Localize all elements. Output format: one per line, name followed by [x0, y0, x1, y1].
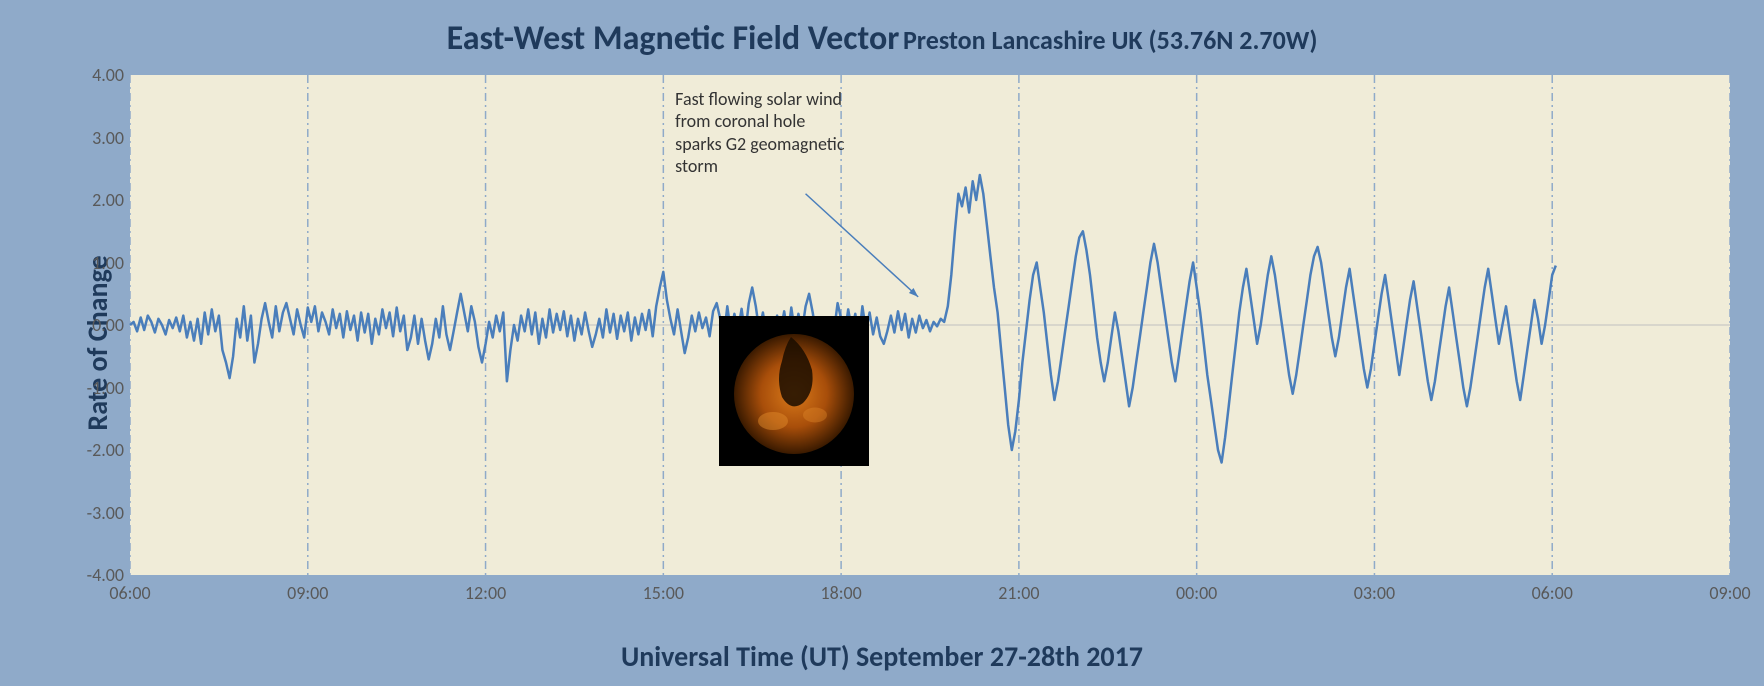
y-tick: 0.00	[64, 314, 124, 336]
y-tick: 1.00	[64, 252, 124, 274]
annotation-text: Fast flowing solar windfrom coronal hole…	[675, 88, 844, 178]
plot-svg	[130, 75, 1730, 575]
x-tick: 21:00	[998, 582, 1039, 604]
plot-area: Fast flowing solar windfrom coronal hole…	[130, 75, 1730, 575]
y-axis-label: Rate of Change	[80, 255, 115, 430]
x-tick: 00:00	[1176, 582, 1217, 604]
annotation-arrow-group	[806, 194, 919, 297]
x-tick: 18:00	[820, 582, 861, 604]
x-axis-label: Universal Time (UT) September 27-28th 20…	[0, 639, 1764, 674]
x-tick: 03:00	[1354, 582, 1395, 604]
x-tick: 15:00	[643, 582, 684, 604]
y-tick: -1.00	[64, 377, 124, 399]
x-tick: 09:00	[287, 582, 328, 604]
coronal-hole-sun-image	[719, 316, 869, 466]
x-tick: 09:00	[1709, 582, 1750, 604]
y-tick: 2.00	[64, 189, 124, 211]
title-sub: Preston Lancashire UK (53.76N 2.70W)	[903, 24, 1317, 56]
y-tick: -2.00	[64, 439, 124, 461]
y-tick: -3.00	[64, 502, 124, 524]
chart-title: East-West Magnetic Field Vector Preston …	[0, 18, 1764, 59]
x-tick: 12:00	[465, 582, 506, 604]
title-main: East-West Magnetic Field Vector	[447, 18, 900, 59]
x-tick: 06:00	[1532, 582, 1573, 604]
x-tick: 06:00	[109, 582, 150, 604]
y-tick: 3.00	[64, 127, 124, 149]
chart-container: East-West Magnetic Field Vector Preston …	[0, 0, 1764, 686]
y-tick: 4.00	[64, 64, 124, 86]
sun-icon	[719, 316, 869, 466]
